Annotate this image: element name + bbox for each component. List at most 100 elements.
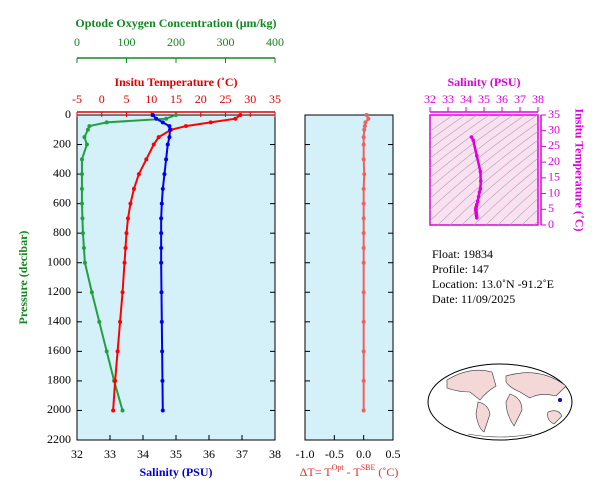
delta-point [362,127,367,132]
delta-point [361,290,366,295]
density-contour [430,115,514,179]
x-axis-title-part: SBE [361,463,376,472]
delta-point [361,378,366,383]
density-contour [497,187,538,225]
profile-point [156,135,161,140]
profile-point [113,378,118,383]
density-contour [430,115,490,159]
y-tick-label: 30 [548,122,560,136]
delta-point [361,260,366,265]
y-tick-label: 1000 [47,254,71,268]
profile-point [165,142,170,147]
profile-point [82,135,87,140]
density-contour [430,122,538,210]
profile-point [159,319,164,324]
x-tick-label: 0.0 [356,447,371,461]
delta-point [366,116,371,121]
y-tick-label: 800 [53,225,71,239]
y-tick-label: 1600 [47,343,71,357]
ts-point [475,215,479,220]
ts-point [478,169,483,174]
x-tick-label: 25 [220,92,232,106]
x-tick-label: 35 [478,92,490,106]
profile-point [154,116,159,121]
profile-point [167,124,172,129]
y-axis-title: Pressure (decibar) [16,231,30,325]
x-axis-title-part: ΔT= T [300,465,333,479]
profile-point [125,216,130,221]
density-contour [430,115,454,132]
delta-point [361,157,366,162]
profile-point [79,172,84,177]
profile-point [79,157,84,162]
profile-point [81,245,86,250]
y-tick-label: 200 [53,136,71,150]
x-tick-label: 33 [104,447,116,461]
y-axis-title: Insitu Temperature (˚C) [572,108,586,231]
profile-point [160,120,165,125]
density-contour [430,115,526,189]
float-location [558,398,562,402]
x-tick-label: 34 [137,447,149,461]
x-tick-label: 20 [195,92,207,106]
plot-background [76,114,276,441]
delta-point [361,186,366,191]
float-id: Float: 19834 [432,247,493,261]
x-tick-label: 35 [170,447,182,461]
density-contour [509,198,538,225]
profile-point [89,290,94,295]
land [475,401,491,433]
x-tick-label: -1.0 [296,447,315,461]
ts-point [478,187,483,191]
ts-point [469,135,474,139]
x-tick-label: 0 [99,92,105,106]
date: Date: 11/09/2025 [432,292,515,306]
world-map [427,363,573,441]
density-contour [533,220,538,225]
x-axis-title: Insitu Temperature (˚C) [114,75,237,89]
density-contour [430,115,502,169]
profile-point [128,201,133,206]
x-tick-label: 30 [244,92,256,106]
x-tick-label: 400 [266,35,284,49]
y-tick-label: 15 [548,170,560,184]
y-tick-label: 1400 [47,314,71,328]
ts-point [475,199,480,204]
x-tick-label: 33 [442,92,454,106]
y-tick-label: 1800 [47,373,71,387]
y-tick-label: 35 [548,107,560,121]
profile-point [144,157,149,162]
profile-point [120,408,125,413]
land [467,433,533,438]
ts-point [476,194,481,199]
y-tick-label: 5 [548,201,554,215]
density-contour [430,115,466,141]
profile-point [122,260,127,265]
x-tick-label: 36 [496,92,508,106]
profile-point [120,290,125,295]
x-tick-label: 37 [514,92,526,106]
density-contour [485,177,538,225]
profile-point [238,113,243,117]
plot-background [429,114,539,226]
x-tick-label: 10 [145,92,157,106]
profile-point [167,135,172,140]
map-outline [427,363,573,441]
y-tick-label: 1200 [47,284,71,298]
profile-point [115,349,120,354]
x-tick-label: 37 [236,447,248,461]
x-tick-label: 32 [71,447,83,461]
profile-point [164,116,169,121]
x-tick-label: 38 [269,447,281,461]
y-tick-label: 2200 [47,432,71,446]
x-axis-title: Salinity (PSU) [447,75,520,89]
profile-point [87,124,92,129]
x-axis-title-part: Opt [332,463,345,472]
profile-point [80,231,85,236]
profile-point [162,172,167,177]
x-axis-title: Salinity (PSU) [139,465,212,479]
delta-point [361,408,366,413]
profile-point [97,319,102,324]
profile-point [160,349,165,354]
